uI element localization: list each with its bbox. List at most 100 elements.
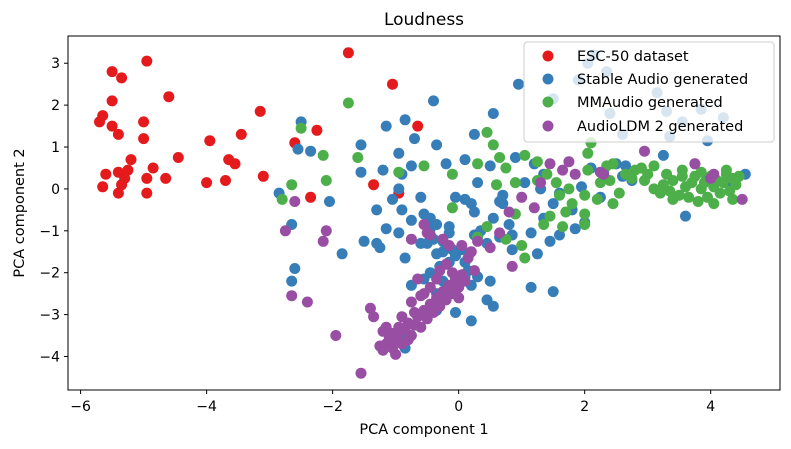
point-stable-audio [336, 248, 348, 260]
point-audioldm2 [544, 158, 556, 170]
y-axis-title: PCA component 2 [12, 148, 28, 277]
point-mmaudio [519, 149, 531, 161]
ticks-layer: −6 −4 −2 0 2 4 −4 −3 −2 −1 0 1 2 3 [39, 56, 715, 415]
point-audioldm2 [569, 168, 581, 180]
point-mmaudio [607, 198, 619, 210]
point-mmaudio [591, 193, 603, 205]
point-mmaudio [667, 175, 679, 186]
point-mmaudio [317, 149, 329, 161]
point-audioldm2 [289, 196, 301, 207]
point-esc50 [305, 191, 317, 203]
point-mmaudio [720, 164, 732, 176]
point-stable-audio [405, 214, 417, 226]
point-stable-audio [431, 248, 443, 260]
point-stable-audio [377, 164, 389, 176]
point-mmaudio [500, 162, 512, 174]
point-esc50 [138, 133, 150, 145]
legend-label-stable-audio: Stable Audio generated [577, 72, 748, 88]
point-audioldm2 [286, 290, 298, 302]
point-mmaudio [717, 177, 729, 189]
point-esc50 [160, 172, 172, 184]
point-audioldm2 [506, 260, 518, 272]
point-audioldm2 [317, 235, 329, 247]
markers-layer [94, 47, 751, 379]
point-stable-audio [450, 307, 461, 318]
point-esc50 [106, 66, 118, 78]
point-mmaudio [727, 172, 739, 184]
point-esc50 [412, 120, 424, 132]
point-mmaudio [579, 208, 591, 220]
point-stable-audio [525, 281, 537, 293]
y-tick-label: 2 [51, 98, 60, 114]
point-esc50 [100, 168, 112, 180]
point-mmaudio [654, 187, 666, 199]
point-mmaudio [676, 164, 688, 176]
point-mmaudio [541, 168, 553, 180]
point-stable-audio [465, 315, 477, 327]
point-stable-audio [569, 223, 581, 235]
point-mmaudio [582, 147, 594, 159]
point-stable-audio [620, 160, 632, 172]
point-mmaudio [481, 126, 493, 138]
point-mmaudio [487, 139, 499, 151]
point-mmaudio [613, 187, 625, 199]
point-stable-audio [286, 275, 298, 287]
y-tick-label: 0 [51, 182, 60, 198]
point-mmaudio [683, 191, 695, 203]
point-mmaudio [695, 166, 707, 178]
point-audioldm2 [424, 229, 436, 241]
point-audioldm2 [415, 290, 427, 302]
plot-frame [67, 35, 781, 391]
point-mmaudio [708, 198, 720, 210]
x-tick-label: 0 [454, 399, 463, 415]
point-stable-audio [405, 160, 417, 172]
point-esc50 [112, 187, 124, 199]
point-audioldm2 [494, 227, 506, 239]
point-audioldm2 [368, 311, 380, 323]
point-audioldm2 [639, 145, 650, 157]
point-mmaudio [418, 160, 430, 172]
point-stable-audio [396, 204, 408, 216]
x-axis-title: PCA component 1 [359, 422, 488, 438]
point-stable-audio [371, 204, 383, 216]
point-audioldm2 [402, 334, 414, 346]
point-stable-audio [554, 229, 565, 241]
point-stable-audio [487, 300, 499, 312]
point-stable-audio [484, 160, 496, 172]
point-audioldm2 [320, 225, 332, 237]
point-stable-audio [468, 206, 480, 218]
legend-label-esc50: ESC-50 dataset [577, 49, 689, 65]
point-stable-audio [415, 191, 427, 203]
point-audioldm2 [472, 235, 484, 247]
point-audioldm2 [459, 275, 471, 287]
point-mmaudio [566, 198, 578, 210]
point-stable-audio [393, 183, 405, 195]
y-tick-label: −4 [39, 349, 60, 365]
point-esc50 [116, 72, 128, 84]
point-esc50 [106, 120, 118, 132]
point-esc50 [201, 177, 213, 189]
point-stable-audio [544, 235, 556, 247]
point-stable-audio [358, 235, 370, 247]
point-mmaudio [481, 221, 493, 233]
point-stable-audio [387, 193, 398, 205]
point-stable-audio [450, 191, 461, 203]
point-stable-audio [393, 147, 405, 159]
point-mmaudio [342, 97, 354, 109]
x-tick-label: 2 [580, 399, 589, 415]
point-esc50 [147, 162, 159, 174]
y-tick-label: −3 [39, 308, 60, 324]
point-mmaudio [692, 196, 704, 207]
point-stable-audio [289, 263, 301, 274]
point-mmaudio [550, 177, 562, 189]
point-esc50 [125, 154, 137, 166]
point-esc50 [311, 124, 323, 136]
point-stable-audio [547, 286, 559, 298]
point-esc50 [141, 172, 153, 184]
point-audioldm2 [405, 296, 417, 308]
point-mmaudio [516, 240, 528, 251]
point-esc50 [141, 55, 153, 67]
point-mmaudio [667, 193, 679, 205]
point-stable-audio [506, 244, 518, 256]
point-stable-audio [324, 196, 335, 207]
